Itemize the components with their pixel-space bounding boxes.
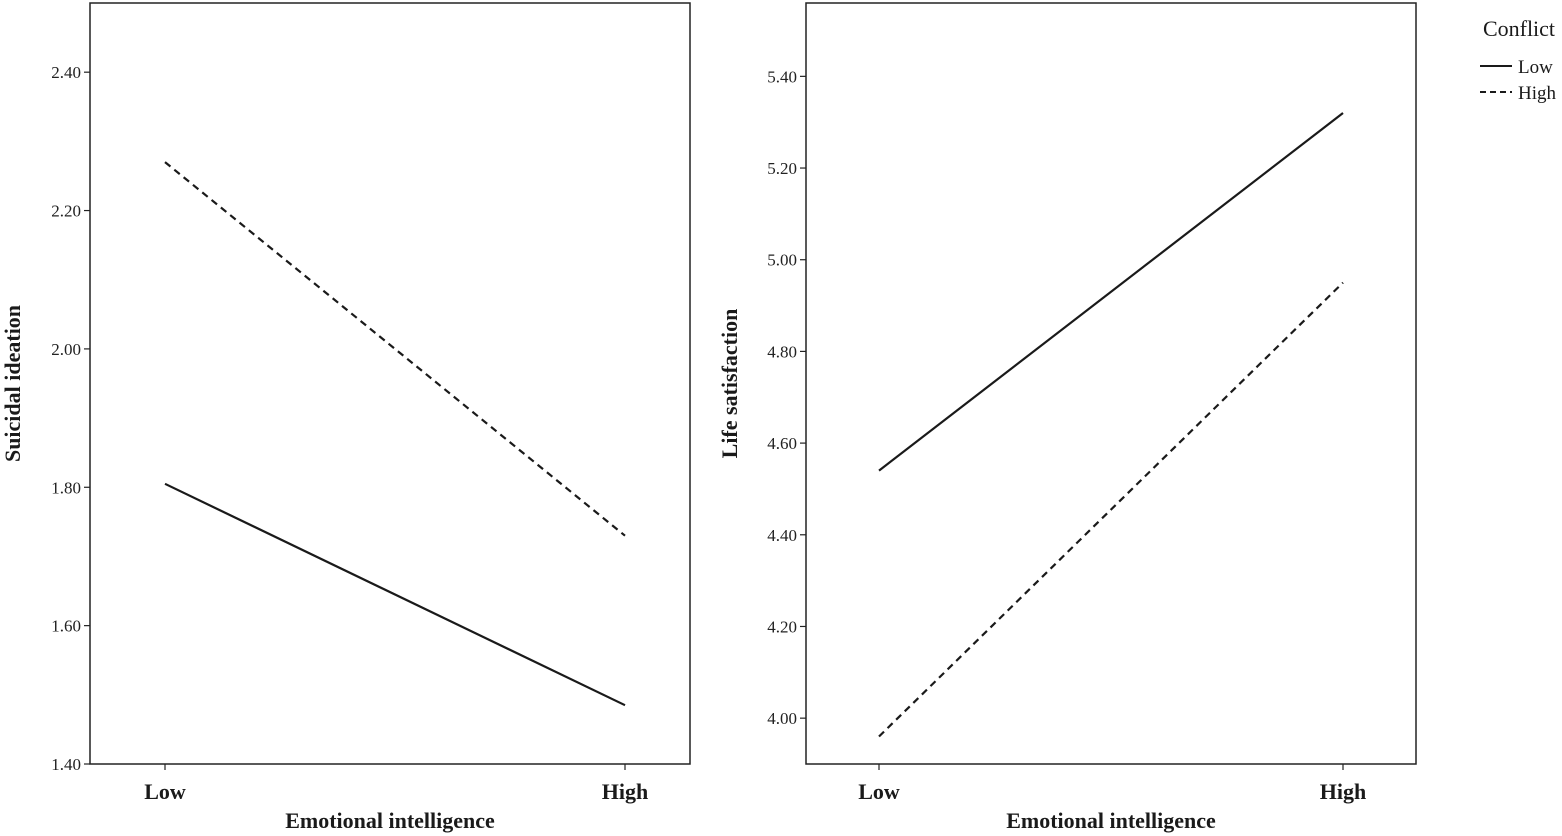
x-axis-title: Emotional intelligence: [1006, 808, 1216, 833]
chart-panel-life-satisfaction: 4.00 4.20 4.40 4.60 4.80 5.00 5.20 5.40 Low High E…: [717, 2, 1417, 833]
series-line-high-conflict: [878, 281, 1344, 738]
x-tick-label: Low: [858, 779, 900, 804]
x-axis-title: Emotional intelligence: [285, 808, 495, 833]
y-tick-label: 4.60: [767, 434, 797, 453]
y-tick-label: 1.40: [51, 755, 81, 774]
y-tick-label: 2.00: [51, 340, 81, 359]
y-tick-label: 1.80: [51, 478, 81, 497]
series-line-low-conflict: [878, 112, 1344, 472]
y-tick-label: 4.20: [767, 617, 797, 636]
plot-frame: [89, 2, 691, 765]
y-tick-label: 2.20: [51, 202, 81, 221]
y-tick-label: 5.20: [767, 159, 797, 178]
y-tick-label: 5.00: [767, 251, 797, 270]
x-tick-label: High: [1320, 779, 1366, 804]
y-tick-label: 5.40: [767, 67, 797, 86]
plot-frame: [805, 2, 1417, 765]
y-axis-title: Suicidal ideation: [0, 305, 25, 462]
y-tick-label: 4.40: [767, 526, 797, 545]
x-tick-label: High: [602, 779, 648, 804]
legend: Conflict Low High: [1480, 16, 1557, 104]
x-tick-label: Low: [144, 779, 186, 804]
series-line-high-conflict: [164, 161, 626, 537]
y-axis-title: Life satisfaction: [717, 309, 742, 459]
y-tick-label: 1.60: [51, 617, 81, 636]
chart-panel-suicidal-ideation: 1.40 1.60 1.80 2.00 2.20 2.40 Low High Emotional…: [0, 2, 691, 833]
y-tick-label: 4.80: [767, 342, 797, 361]
legend-title: Conflict: [1483, 16, 1555, 41]
legend-label-low: Low: [1518, 57, 1553, 78]
series-line-low-conflict: [164, 482, 626, 707]
y-tick-label: 2.40: [51, 63, 81, 82]
y-tick-label: 4.00: [767, 709, 797, 728]
legend-label-high: High: [1518, 83, 1557, 104]
